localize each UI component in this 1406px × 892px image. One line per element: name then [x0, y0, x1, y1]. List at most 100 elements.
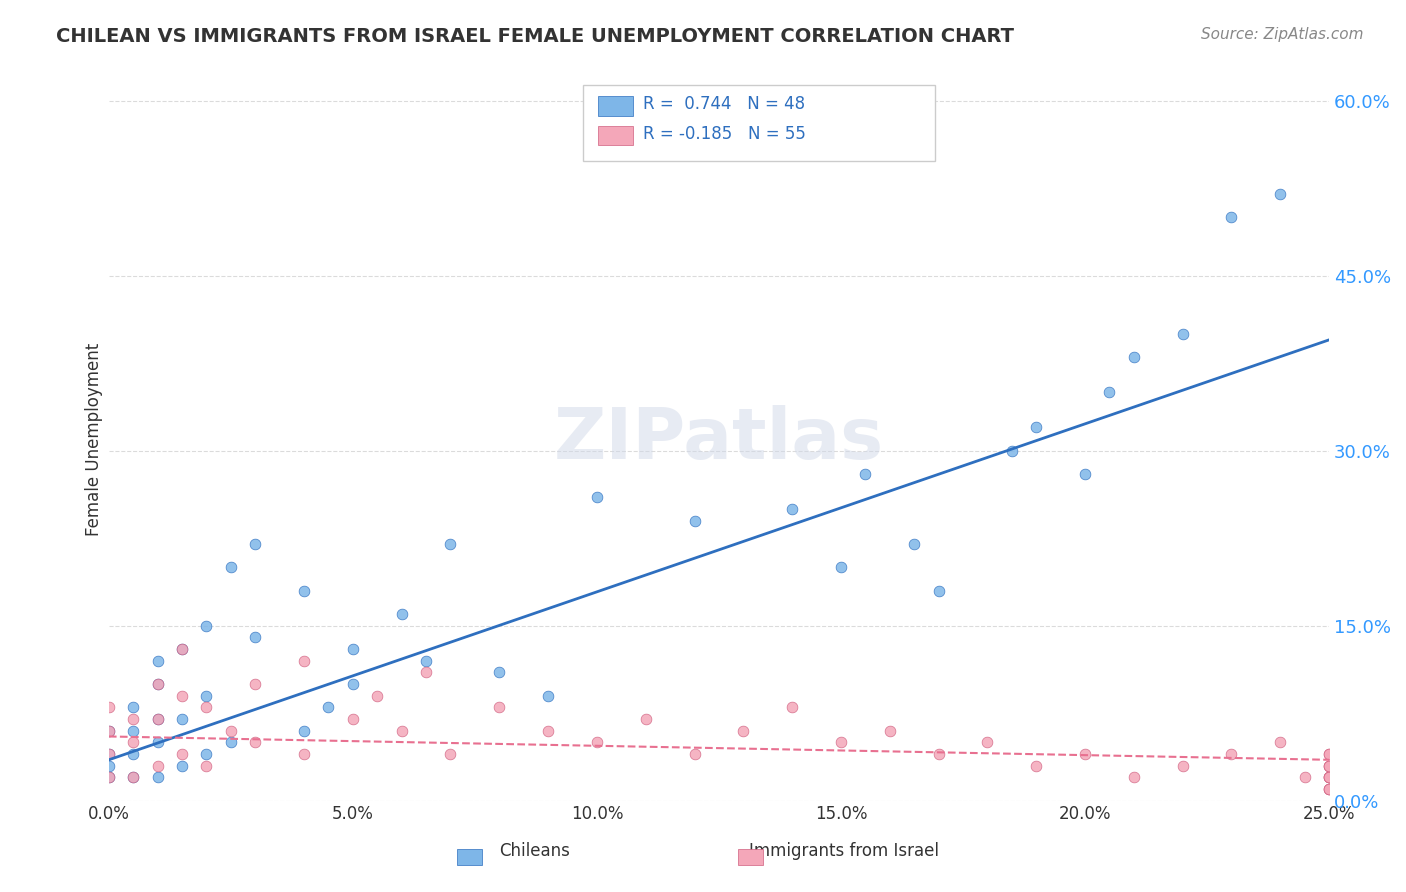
Chileans [1171, 326, 1194, 341]
Text: ZIPatlas: ZIPatlas [554, 405, 884, 474]
Immigrants from Israel [1317, 758, 1340, 772]
Chileans [219, 735, 242, 749]
Chileans [195, 618, 218, 632]
Chileans [146, 770, 169, 784]
Chileans [170, 642, 193, 657]
Immigrants from Israel [1122, 770, 1144, 784]
Chileans [122, 723, 145, 738]
Chileans [1001, 443, 1024, 458]
Immigrants from Israel [292, 654, 315, 668]
Immigrants from Israel [146, 677, 169, 691]
Immigrants from Israel [342, 712, 364, 726]
Immigrants from Israel [634, 712, 657, 726]
Text: R =  0.744   N = 48: R = 0.744 N = 48 [643, 95, 804, 113]
Immigrants from Israel [1317, 770, 1340, 784]
Immigrants from Israel [415, 665, 437, 680]
Chileans [415, 654, 437, 668]
Immigrants from Israel [170, 747, 193, 761]
Chileans [391, 607, 413, 621]
Chileans [97, 758, 120, 772]
Chileans [318, 700, 340, 714]
Immigrants from Israel [1317, 770, 1340, 784]
Immigrants from Israel [1317, 758, 1340, 772]
Text: R = -0.185   N = 55: R = -0.185 N = 55 [643, 125, 806, 143]
Y-axis label: Female Unemployment: Female Unemployment [86, 343, 103, 536]
Chileans [97, 723, 120, 738]
Immigrants from Israel [976, 735, 998, 749]
Chileans [195, 689, 218, 703]
Chileans [537, 689, 560, 703]
Immigrants from Israel [245, 677, 267, 691]
Chileans [1220, 211, 1243, 225]
Immigrants from Israel [1317, 758, 1340, 772]
Immigrants from Israel [1025, 758, 1047, 772]
Chileans [292, 583, 315, 598]
Text: Immigrants from Israel: Immigrants from Israel [748, 842, 939, 860]
Immigrants from Israel [1317, 781, 1340, 796]
Text: Source: ZipAtlas.com: Source: ZipAtlas.com [1201, 27, 1364, 42]
Chileans [245, 630, 267, 644]
Immigrants from Israel [1220, 747, 1243, 761]
Chileans [586, 491, 609, 505]
Immigrants from Israel [97, 700, 120, 714]
Chileans [170, 712, 193, 726]
Immigrants from Israel [1317, 770, 1340, 784]
Immigrants from Israel [170, 689, 193, 703]
Immigrants from Israel [830, 735, 852, 749]
Chileans [853, 467, 876, 481]
Chileans [1074, 467, 1097, 481]
Immigrants from Israel [1270, 735, 1292, 749]
Chileans [219, 560, 242, 574]
Immigrants from Israel [1317, 781, 1340, 796]
Chileans [146, 677, 169, 691]
Chileans [830, 560, 852, 574]
Immigrants from Israel [245, 735, 267, 749]
Chileans [292, 723, 315, 738]
Immigrants from Israel [586, 735, 609, 749]
Immigrants from Israel [537, 723, 560, 738]
Chileans [146, 735, 169, 749]
Chileans [97, 770, 120, 784]
Immigrants from Israel [366, 689, 388, 703]
Immigrants from Israel [122, 712, 145, 726]
Chileans [146, 712, 169, 726]
Chileans [170, 758, 193, 772]
Chileans [97, 747, 120, 761]
Text: CHILEAN VS IMMIGRANTS FROM ISRAEL FEMALE UNEMPLOYMENT CORRELATION CHART: CHILEAN VS IMMIGRANTS FROM ISRAEL FEMALE… [56, 27, 1014, 45]
Immigrants from Israel [170, 642, 193, 657]
Chileans [1270, 187, 1292, 202]
Immigrants from Israel [146, 712, 169, 726]
Immigrants from Israel [928, 747, 950, 761]
Immigrants from Israel [1317, 781, 1340, 796]
Chileans [903, 537, 925, 551]
Immigrants from Israel [1317, 747, 1340, 761]
Text: Chileans: Chileans [499, 842, 569, 860]
Immigrants from Israel [195, 700, 218, 714]
Immigrants from Israel [1294, 770, 1316, 784]
Chileans [439, 537, 461, 551]
Chileans [683, 514, 706, 528]
Chileans [780, 502, 803, 516]
Immigrants from Israel [1171, 758, 1194, 772]
Immigrants from Israel [879, 723, 901, 738]
Chileans [1122, 351, 1144, 365]
Immigrants from Israel [1317, 770, 1340, 784]
Chileans [122, 700, 145, 714]
Immigrants from Israel [219, 723, 242, 738]
Immigrants from Israel [97, 723, 120, 738]
Immigrants from Israel [733, 723, 755, 738]
Chileans [928, 583, 950, 598]
Immigrants from Israel [195, 758, 218, 772]
Chileans [342, 677, 364, 691]
Immigrants from Israel [122, 735, 145, 749]
Immigrants from Israel [292, 747, 315, 761]
Chileans [146, 654, 169, 668]
Immigrants from Israel [146, 758, 169, 772]
Immigrants from Israel [683, 747, 706, 761]
Chileans [122, 747, 145, 761]
Chileans [342, 642, 364, 657]
Immigrants from Israel [488, 700, 510, 714]
Chileans [122, 770, 145, 784]
Immigrants from Israel [439, 747, 461, 761]
Immigrants from Israel [122, 770, 145, 784]
